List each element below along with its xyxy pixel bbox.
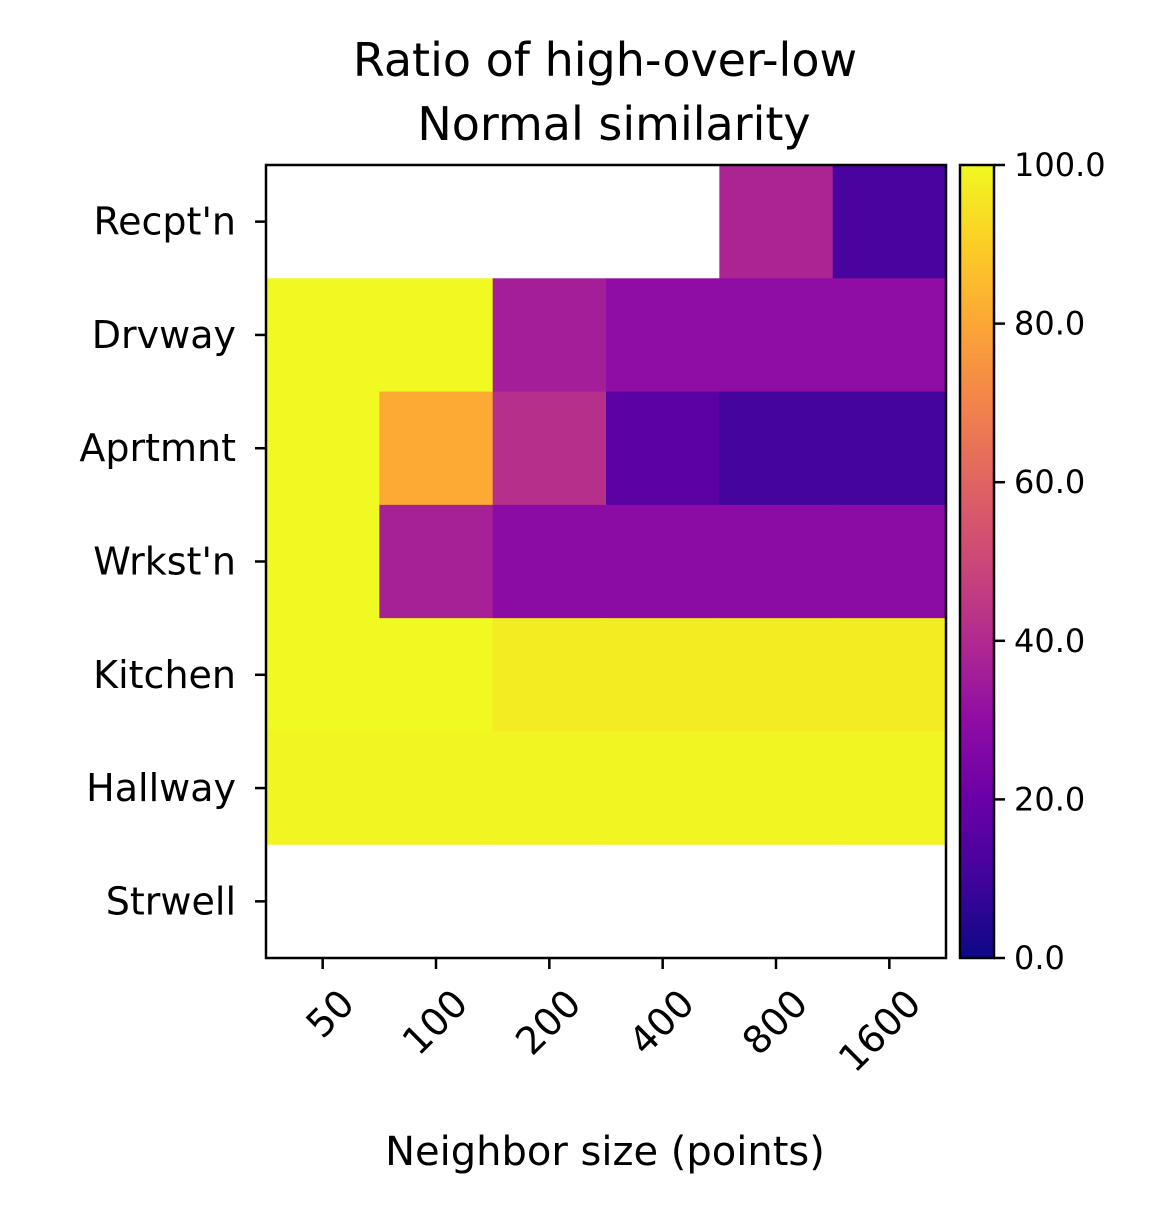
heatmap-cell: [266, 618, 380, 732]
heatmap-cells: [266, 165, 947, 959]
x-tick-label: 400: [620, 981, 702, 1063]
heatmap-cell: [493, 845, 607, 959]
x-tick-label: 200: [507, 981, 589, 1063]
heatmap-cell: [266, 165, 380, 279]
chart-title-line-2: Normal similarity: [417, 97, 810, 151]
x-axis-label: Neighbor size (points): [385, 1129, 825, 1175]
heatmap-cell: [379, 845, 493, 959]
x-tick-label: 1600: [830, 981, 930, 1081]
heatmap-cell: [266, 278, 380, 392]
heatmap-cell: [493, 392, 607, 506]
y-tick-label: Recpt'n: [93, 200, 236, 244]
heatmap-cell: [833, 731, 947, 845]
colorbar-tick-label: 40.0: [1014, 622, 1085, 660]
heatmap-cell: [719, 845, 833, 959]
heatmap-cell: [266, 845, 380, 959]
heatmap-cell: [266, 731, 380, 845]
heatmap-cell: [606, 165, 720, 279]
heatmap-cell: [719, 618, 833, 732]
x-tick-label: 50: [298, 981, 363, 1046]
heatmap-cell: [606, 278, 720, 392]
heatmap-cell: [266, 505, 380, 619]
heatmap-cell: [379, 392, 493, 506]
heatmap-cell: [493, 165, 607, 279]
heatmap-cell: [379, 618, 493, 732]
colorbar-tick-label: 100.0: [1014, 146, 1106, 184]
heatmap-cell: [493, 618, 607, 732]
colorbar-tick-label: 0.0: [1014, 939, 1065, 977]
heatmap-cell: [606, 392, 720, 506]
heatmap-cell: [493, 505, 607, 619]
colorbar-tick-label: 80.0: [1014, 305, 1085, 343]
heatmap-cell: [719, 731, 833, 845]
x-tick-label: 100: [394, 981, 476, 1063]
heatmap-cell: [833, 505, 947, 619]
heatmap-cell: [833, 165, 947, 279]
y-tick-label: Wrkst'n: [93, 540, 236, 584]
colorbar-tick-label: 20.0: [1014, 780, 1085, 818]
colorbar-tick-label: 60.0: [1014, 463, 1085, 501]
heatmap-cell: [833, 278, 947, 392]
heatmap-cell: [833, 392, 947, 506]
y-tick-label: Drvway: [92, 313, 236, 357]
heatmap-cell: [606, 731, 720, 845]
y-tick-label: Kitchen: [93, 653, 236, 697]
heatmap-cell: [379, 278, 493, 392]
heatmap-cell: [493, 731, 607, 845]
colorbar-axis: 0.0 20.0 40.0 60.0 80.0 100.0: [994, 146, 1106, 977]
y-tick-label: Hallway: [86, 766, 236, 810]
colorbar: [960, 165, 994, 958]
x-axis: 50 100 200 400 800 1600: [298, 958, 930, 1081]
heatmap-cell: [833, 845, 947, 959]
heatmap-cell: [606, 505, 720, 619]
heatmap-cell: [719, 165, 833, 279]
heatmap-cell: [379, 731, 493, 845]
heatmap-cell: [719, 505, 833, 619]
heatmap-cell: [266, 392, 380, 506]
y-tick-label: Aprtmnt: [79, 426, 236, 470]
heatmap-cell: [833, 618, 947, 732]
heatmap-cell: [606, 845, 720, 959]
heatmap-cell: [719, 278, 833, 392]
heatmap-cell: [379, 165, 493, 279]
heatmap-cell: [379, 505, 493, 619]
heatmap-cell: [606, 618, 720, 732]
heatmap-cell: [493, 278, 607, 392]
y-tick-label: Strwell: [106, 879, 236, 923]
heatmap-cell: [719, 392, 833, 506]
x-tick-label: 800: [734, 981, 816, 1063]
chart-title-line-1: Ratio of high-over-low: [353, 33, 857, 87]
y-axis: Recpt'n Drvway Aprtmnt Wrkst'n Kitchen Hallwa…: [79, 200, 266, 924]
